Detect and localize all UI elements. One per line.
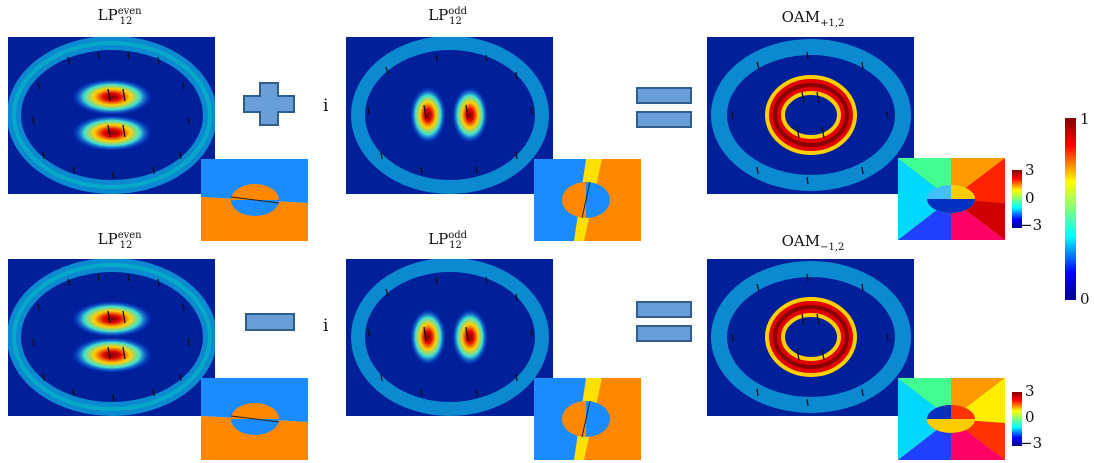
oam-plus-phase-inset [898, 158, 1005, 240]
lp-even-phase-inset-row2 [201, 378, 308, 460]
lp-even-field-row1 [8, 37, 215, 194]
phase-cb-max-row1: 3 [1025, 161, 1035, 179]
oam-minus-field [707, 259, 914, 416]
phase-colorbar-row1 [1012, 170, 1022, 228]
phase-cb-min-row2: −3 [1020, 434, 1043, 452]
label-lp-even-row1: LPeven12 [97, 6, 142, 27]
equals-operator-icon-row1 [636, 87, 692, 128]
phase-cb-min-row1: −3 [1020, 216, 1043, 234]
oam-minus-phase-inset [898, 378, 1005, 460]
label-oam-plus: OAM+1,2 [781, 8, 845, 29]
intensity-colorbar [1065, 118, 1076, 300]
intensity-cb-min: 0 [1080, 290, 1090, 308]
oam-plus-field [707, 37, 914, 194]
phase-cb-mid-row1: 0 [1025, 189, 1035, 207]
lp-even-phase-inset-row1 [201, 159, 308, 241]
label-lp-even-row2: LPeven12 [97, 230, 142, 251]
lp-odd-phase-inset-row1 [534, 159, 641, 241]
lp-odd-field-row1 [346, 37, 553, 194]
minus-operator-icon [245, 313, 295, 331]
equals-operator-icon-row2 [636, 301, 692, 342]
lp-even-field-row2 [8, 259, 215, 416]
plus-operator-icon [243, 82, 295, 126]
phase-cb-max-row2: 3 [1025, 382, 1035, 400]
label-lp-odd-row2: LPodd12 [428, 230, 468, 251]
lp-odd-field-row2 [346, 259, 553, 416]
intensity-cb-max: 1 [1080, 110, 1090, 128]
lp-odd-phase-inset-row2 [534, 378, 641, 460]
label-oam-minus: OAM−1,2 [781, 232, 845, 253]
phase-cb-mid-row2: 0 [1025, 408, 1035, 426]
phase-colorbar-row2 [1012, 392, 1022, 446]
label-lp-odd-row1: LPodd12 [428, 6, 468, 27]
factor-i-row1: i [323, 96, 329, 116]
factor-i-row2: i [323, 316, 329, 336]
